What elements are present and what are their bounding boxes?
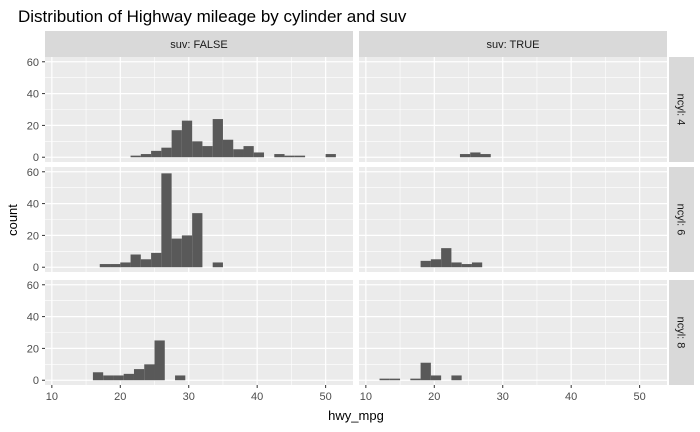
histogram-bar [441, 248, 452, 268]
row-strip-2 [669, 280, 694, 385]
histogram-bar [151, 150, 162, 158]
histogram-bar [130, 155, 141, 158]
x-tick-label: 30 [183, 391, 195, 403]
histogram-bar [459, 154, 471, 158]
histogram-bar [284, 155, 295, 158]
y-tick-label: 0 [33, 375, 39, 387]
histogram-bar [192, 213, 203, 268]
y-tick-label: 20 [27, 343, 39, 355]
histogram-bar [222, 139, 234, 158]
histogram-bar [274, 154, 285, 158]
histogram-bar [461, 264, 472, 268]
row-strip-label-0: ncyl: 4 [675, 94, 687, 126]
histogram-bar [181, 120, 193, 158]
histogram-bar [154, 340, 165, 381]
row-strip-0 [669, 57, 694, 162]
y-axis-title: count [5, 204, 20, 236]
panel-r0-c0 [45, 57, 353, 162]
histogram-bar [123, 373, 134, 381]
histogram-bar [470, 152, 481, 158]
histogram-bar [144, 364, 155, 381]
col-strip-label-1: suv: TRUE [487, 39, 540, 51]
y-tick-label: 40 [27, 199, 39, 211]
y-tick-label: 60 [27, 57, 39, 69]
histogram-bar [113, 375, 124, 381]
histogram-bar [389, 378, 401, 381]
histogram-bar [420, 260, 431, 268]
panel-r1-c1 [359, 167, 667, 272]
histogram-bar [253, 152, 265, 158]
chart-title: Distribution of Highway mileage by cylin… [18, 7, 407, 26]
histogram-bar [161, 173, 172, 268]
panel-r1-c0 [45, 167, 353, 272]
histogram-bar [430, 375, 442, 381]
x-tick-label: 10 [360, 391, 372, 403]
row-strip-1 [669, 167, 694, 272]
y-tick-label: 20 [27, 230, 39, 242]
histogram-bar [192, 141, 203, 158]
histogram-bar [99, 264, 111, 268]
y-tick-label: 0 [33, 152, 39, 164]
y-tick-label: 60 [27, 167, 39, 179]
x-tick-label: 20 [114, 391, 126, 403]
x-tick-label: 40 [251, 391, 263, 403]
col-strip-label-0: suv: FALSE [170, 39, 227, 51]
histogram-bar [212, 119, 223, 158]
histogram-bar [430, 259, 442, 268]
row-strip-label-1: ncyl: 6 [675, 204, 687, 236]
histogram-bar [451, 262, 462, 268]
row-strip-label-2: ncyl: 8 [675, 317, 687, 349]
histogram-bar [171, 130, 182, 158]
histogram-bar [171, 238, 182, 268]
histogram-bar [140, 259, 152, 268]
x-tick-label: 40 [565, 391, 577, 403]
y-tick-label: 0 [33, 262, 39, 274]
histogram-bar [379, 378, 390, 381]
histogram-bar [471, 262, 483, 268]
histogram-bar [480, 154, 491, 158]
histogram-bar [110, 264, 121, 268]
x-tick-label: 30 [497, 391, 509, 403]
histogram-bar [181, 235, 193, 268]
histogram-bar [120, 262, 131, 268]
y-tick-label: 20 [27, 120, 39, 132]
histogram-bar [420, 362, 431, 381]
histogram-bar [294, 155, 306, 158]
histogram-bar [92, 372, 104, 381]
x-tick-label: 50 [633, 391, 645, 403]
histogram-bar [243, 146, 254, 158]
histogram-bar [140, 154, 152, 158]
histogram-bar [325, 154, 336, 158]
panel-r0-c1 [359, 57, 667, 162]
panel-r2-c1 [359, 280, 667, 385]
histogram-bar [202, 146, 213, 158]
x-tick-label: 50 [319, 391, 331, 403]
histogram-bar [161, 147, 172, 158]
y-tick-label: 40 [27, 89, 39, 101]
x-tick-label: 20 [428, 391, 440, 403]
panel-r2-c0 [45, 280, 353, 385]
histogram-bar [410, 378, 421, 381]
histogram-bar [212, 262, 223, 268]
histogram-bar [233, 149, 244, 158]
x-tick-label: 10 [46, 391, 58, 403]
x-axis-title: hwy_mpg [328, 408, 384, 423]
histogram-bar [451, 375, 462, 381]
y-tick-label: 40 [27, 312, 39, 324]
histogram-bar [151, 252, 162, 268]
col-strip-1 [359, 31, 667, 57]
col-strip-0 [45, 31, 353, 57]
histogram-bar [133, 369, 145, 381]
histogram-bar [130, 254, 141, 268]
y-tick-label: 60 [27, 280, 39, 292]
histogram-bar [175, 375, 186, 381]
panels-layer: suv: FALSE suv: TRUE ncyl: 4 ncyl: 6 ncyl: 8… [27, 31, 694, 403]
histogram-bar [103, 375, 114, 381]
